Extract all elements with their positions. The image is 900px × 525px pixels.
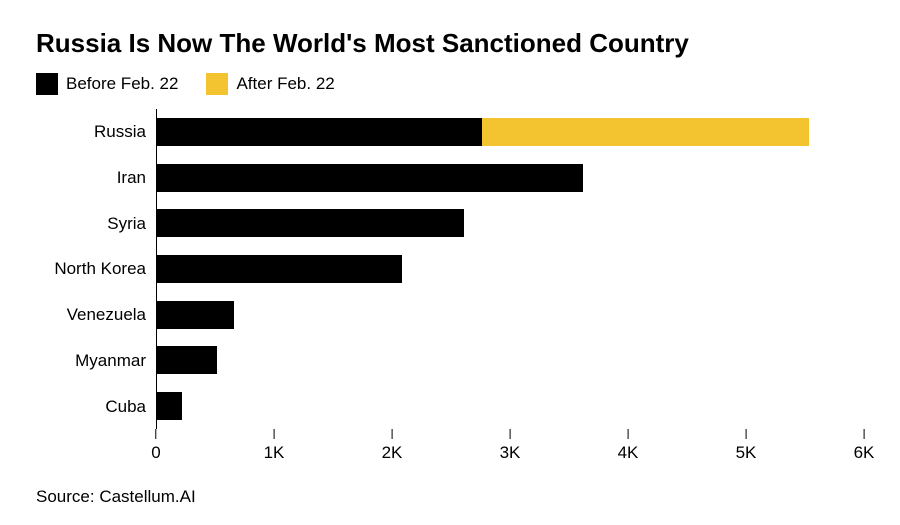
legend-swatch-after — [206, 73, 228, 95]
y-label: Iran — [36, 169, 146, 186]
bar-row — [157, 301, 864, 329]
bar-segment — [157, 209, 464, 237]
y-axis-labels: Russia Iran Syria North Korea Venezuela Myanm… — [36, 109, 156, 429]
x-tick: 3K — [500, 429, 521, 463]
chart-area: Russia Iran Syria North Korea Venezuela Myanm… — [36, 109, 864, 429]
x-tick-label: 2K — [382, 443, 403, 463]
y-label: Russia — [36, 123, 146, 140]
legend-swatch-before — [36, 73, 58, 95]
x-tick: 5K — [736, 429, 757, 463]
source-prefix: Source: — [36, 487, 99, 506]
bar-segment — [157, 392, 182, 420]
x-tick-mark — [273, 429, 274, 439]
bar-segment — [157, 164, 583, 192]
bar-segment — [157, 346, 217, 374]
legend-label-after: After Feb. 22 — [236, 74, 334, 94]
x-tick-mark — [391, 429, 392, 439]
x-tick-mark — [745, 429, 746, 439]
legend: Before Feb. 22 After Feb. 22 — [36, 73, 864, 95]
x-ticks: 01K2K3K4K5K6K — [156, 429, 864, 469]
bars-container — [157, 109, 864, 429]
source-line: Source: Castellum.AI — [36, 487, 864, 507]
y-label: Syria — [36, 215, 146, 232]
plot-area — [156, 109, 864, 429]
x-tick-label: 6K — [854, 443, 875, 463]
x-tick-label: 0 — [151, 443, 160, 463]
x-tick-label: 5K — [736, 443, 757, 463]
x-tick: 2K — [382, 429, 403, 463]
x-tick-mark — [627, 429, 628, 439]
bar-row — [157, 164, 864, 192]
legend-label-before: Before Feb. 22 — [66, 74, 178, 94]
y-label: North Korea — [36, 260, 146, 277]
bar-segment — [157, 255, 402, 283]
x-tick-mark — [509, 429, 510, 439]
x-tick: 0 — [151, 429, 160, 463]
bar-row — [157, 255, 864, 283]
x-tick-label: 3K — [500, 443, 521, 463]
x-tick: 1K — [264, 429, 285, 463]
bar-segment — [157, 118, 482, 146]
y-label: Venezuela — [36, 306, 146, 323]
x-tick-label: 4K — [618, 443, 639, 463]
x-tick-label: 1K — [264, 443, 285, 463]
bar-row — [157, 392, 864, 420]
x-tick: 6K — [854, 429, 875, 463]
x-axis: 01K2K3K4K5K6K — [36, 429, 864, 469]
y-label: Myanmar — [36, 352, 146, 369]
legend-item-after: After Feb. 22 — [206, 73, 334, 95]
y-label: Cuba — [36, 398, 146, 415]
chart-title: Russia Is Now The World's Most Sanctione… — [36, 28, 864, 59]
bar-segment — [157, 301, 234, 329]
x-tick: 4K — [618, 429, 639, 463]
legend-item-before: Before Feb. 22 — [36, 73, 178, 95]
bar-row — [157, 209, 864, 237]
x-tick-mark — [156, 429, 157, 439]
source-text: Castellum.AI — [99, 487, 195, 506]
x-tick-mark — [863, 429, 864, 439]
bar-row — [157, 346, 864, 374]
bar-segment — [482, 118, 809, 146]
bar-row — [157, 118, 864, 146]
